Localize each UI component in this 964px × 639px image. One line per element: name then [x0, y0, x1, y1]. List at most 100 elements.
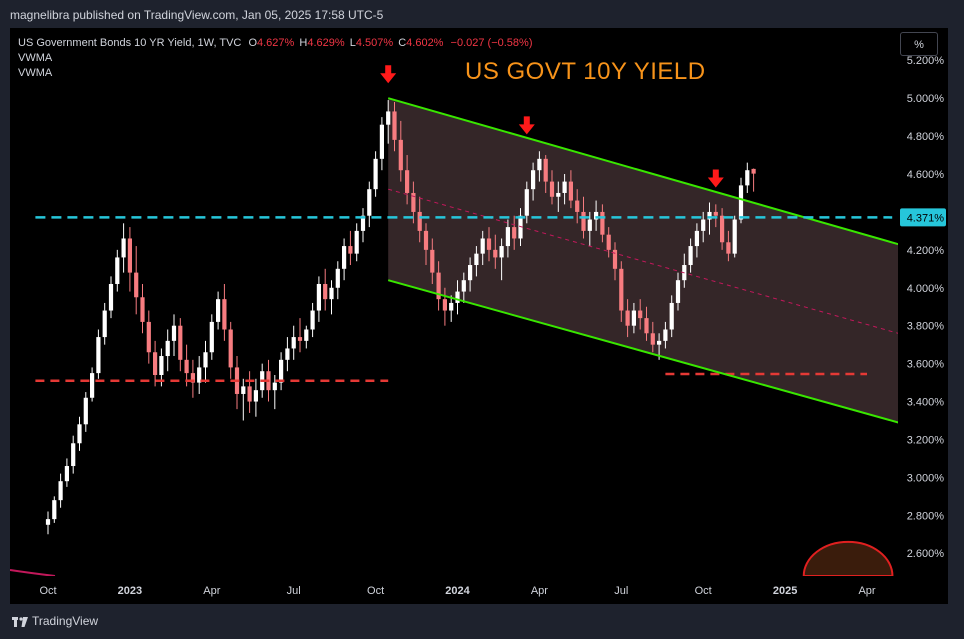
candle — [234, 356, 240, 410]
vwma-line-left — [10, 569, 56, 576]
candle-body — [505, 227, 510, 247]
candle-body — [58, 481, 63, 501]
candle — [631, 302, 636, 334]
candle — [713, 204, 718, 228]
candle-body — [675, 280, 681, 303]
candle-body — [335, 268, 340, 288]
down-arrow-icon — [380, 65, 397, 84]
percent-scale-button[interactable]: % — [900, 32, 938, 56]
candle-body — [216, 299, 221, 322]
candle-body — [297, 337, 303, 341]
candle-body — [209, 321, 214, 353]
candle — [373, 151, 378, 197]
x-tick-label: Jul — [614, 585, 628, 597]
candle — [108, 276, 114, 319]
candle-body — [499, 246, 504, 258]
candle — [241, 378, 246, 421]
tradingview-logo[interactable]: TradingView — [12, 614, 98, 628]
candle-body — [694, 230, 699, 247]
candle-body — [568, 181, 573, 201]
candle — [474, 246, 479, 277]
chart-title: US GOVT 10Y YIELD — [465, 58, 706, 85]
candle — [430, 238, 435, 284]
x-tick-label: 2025 — [773, 585, 797, 597]
candle-body — [461, 280, 466, 292]
candle-body — [688, 246, 693, 266]
candle-body — [625, 310, 630, 326]
candle — [486, 227, 492, 262]
candle-body — [663, 329, 668, 341]
price-chart[interactable]: 5.200%5.000%4.800%4.600%4.400%4.200%4.00… — [10, 28, 948, 604]
candle — [77, 416, 82, 451]
x-tick-label: Apr — [858, 585, 875, 597]
candle — [461, 272, 466, 303]
chart-legend: US Government Bonds 10 YR Yield, 1W, TVC… — [18, 36, 532, 81]
candle-body — [159, 356, 164, 376]
candle — [512, 215, 517, 250]
candle — [405, 155, 410, 205]
channel-midline — [388, 188, 898, 334]
indicator-vwma-1[interactable]: VWMA — [18, 52, 53, 64]
x-tick-label: Apr — [203, 585, 220, 597]
y-tick-label: 2.800% — [907, 510, 945, 522]
candle — [335, 261, 340, 300]
candle — [638, 299, 643, 330]
candle-body — [222, 299, 227, 330]
candle — [209, 314, 214, 360]
x-tick-label: Apr — [531, 585, 548, 597]
candle-body — [121, 238, 126, 258]
candle-body — [253, 390, 258, 402]
tradingview-brand: TradingView — [32, 614, 99, 628]
candle — [197, 356, 202, 394]
candle-body — [524, 189, 529, 216]
candle — [279, 352, 284, 391]
candle-body — [581, 211, 586, 231]
candle — [480, 230, 485, 266]
candle — [64, 458, 69, 487]
candle — [650, 321, 655, 353]
chart-area[interactable]: 5.200%5.000%4.800%4.600%4.400%4.200%4.00… — [10, 28, 948, 604]
candle-body — [71, 443, 76, 467]
candle — [146, 310, 151, 364]
x-tick-label: Jul — [287, 585, 301, 597]
candle — [342, 238, 347, 281]
candle — [71, 435, 76, 474]
candle-body — [493, 249, 498, 258]
candle — [417, 196, 422, 243]
candle — [285, 337, 290, 372]
candle — [738, 177, 744, 224]
candle-body — [612, 249, 618, 269]
candle — [398, 120, 403, 182]
candle — [694, 223, 699, 258]
y-tick-label: 5.200% — [907, 55, 945, 67]
candle — [675, 272, 681, 311]
candle-body — [77, 424, 82, 444]
candle-body — [272, 382, 277, 391]
indicator-vwma-2[interactable]: VWMA — [18, 67, 53, 79]
y-tick-label: 3.200% — [907, 434, 945, 446]
candle — [543, 155, 548, 193]
x-tick-label: 2023 — [118, 585, 142, 597]
y-tick-label: 4.800% — [907, 131, 945, 143]
y-tick-label: 4.200% — [907, 245, 945, 257]
candle-body — [449, 302, 454, 311]
candle-body — [486, 238, 492, 250]
candle — [587, 211, 592, 247]
channel-lower-line — [387, 279, 898, 424]
x-tick-label: Oct — [367, 585, 384, 597]
candle — [423, 223, 429, 266]
candle-body — [127, 238, 132, 273]
channel-upper-line — [387, 97, 898, 246]
candle — [253, 378, 258, 417]
candle — [96, 329, 101, 379]
candle-body — [537, 158, 542, 171]
candle-body — [732, 219, 737, 254]
candle-body — [442, 299, 447, 311]
candle-body — [228, 329, 233, 368]
candle-body — [707, 211, 712, 220]
close-label: C — [398, 37, 407, 49]
candle-body — [575, 200, 580, 212]
candle-body — [701, 219, 706, 231]
candle-body — [140, 297, 145, 322]
candle — [726, 230, 731, 262]
